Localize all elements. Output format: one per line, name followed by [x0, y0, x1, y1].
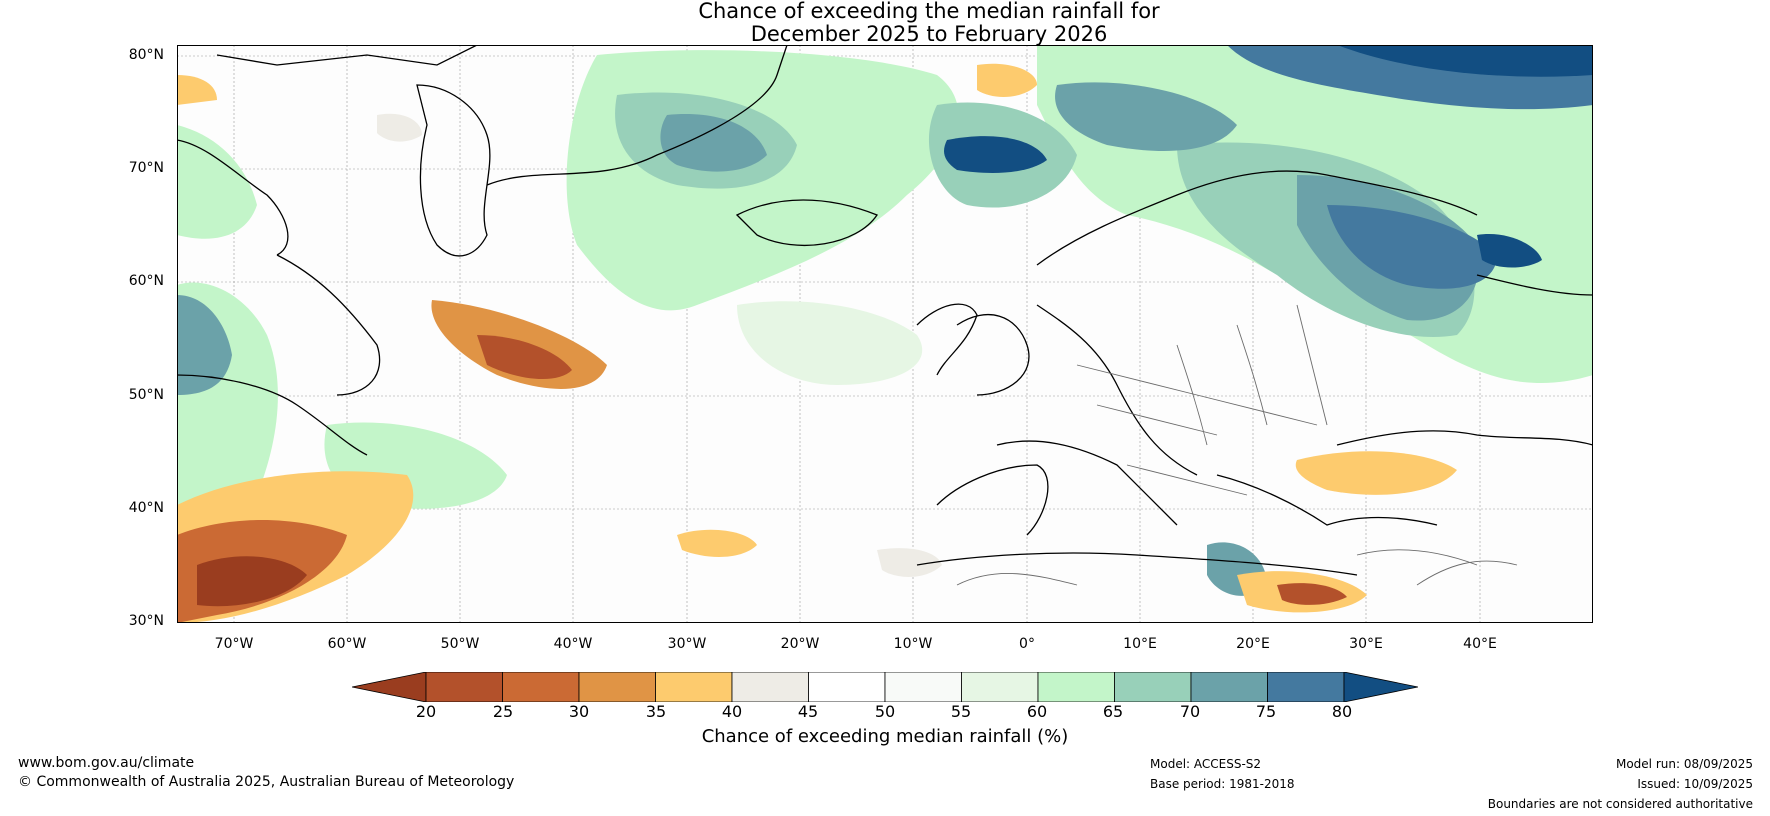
title-line-1: Chance of exceeding the median rainfall … [698, 0, 1160, 23]
colorbar [352, 672, 1418, 702]
lon-label: 30°W [667, 636, 707, 652]
colorbar-tick: 50 [874, 702, 896, 721]
colorbar-tick: 70 [1179, 702, 1201, 721]
base-period-text: Base period: 1981-2018 [1150, 777, 1295, 791]
colorbar-tick: 60 [1026, 702, 1048, 721]
lon-label: 0° [1019, 636, 1035, 652]
colorbar-extend-low [352, 672, 427, 702]
colorbar-segment [1114, 672, 1192, 702]
colorbar-tick: 75 [1255, 702, 1277, 721]
colorbar-tick: 55 [950, 702, 972, 721]
colorbar-label: Chance of exceeding median rainfall (%) [701, 726, 1069, 747]
colorbar-segment [655, 672, 733, 702]
colorbar-tick: 40 [721, 702, 743, 721]
colorbar-tick: 30 [568, 702, 590, 721]
lat-label: 30°N [128, 613, 164, 629]
lat-label: 60°N [128, 273, 164, 289]
disclaimer-text: Boundaries are not considered authoritat… [1487, 797, 1753, 811]
map-border [177, 45, 1593, 623]
lon-label: 60°W [327, 636, 367, 652]
lon-label: 10°E [1123, 636, 1157, 652]
colorbar-extend-high [1343, 672, 1418, 702]
rainfall-map [177, 45, 1593, 623]
colorbar-tick: 35 [645, 702, 667, 721]
lat-label: 50°N [128, 387, 164, 403]
colorbar-segment [425, 672, 503, 702]
coastlines [177, 45, 1593, 576]
lon-label: 10°W [893, 636, 933, 652]
colorbar-segment [808, 672, 886, 702]
colorbar-tick: 25 [492, 702, 514, 721]
colorbar-tick: 45 [797, 702, 819, 721]
map-title: Chance of exceeding the median rainfall … [0, 0, 1770, 46]
lat-label: 70°N [128, 160, 164, 176]
colorbar-segment [1190, 672, 1268, 702]
copyright-text: © Commonwealth of Australia 2025, Austra… [18, 774, 515, 790]
colorbar-tick: 80 [1331, 702, 1353, 721]
colorbar-segment [578, 672, 656, 702]
lat-label: 80°N [128, 47, 164, 63]
colorbar-segment [1037, 672, 1115, 702]
colorbar-segment [884, 672, 962, 702]
country-borders [956, 304, 1518, 586]
lon-label: 40°W [553, 636, 593, 652]
model-text: Model: ACCESS-S2 [1150, 757, 1262, 771]
lat-label: 40°N [128, 500, 164, 516]
colorbar-segment [731, 672, 809, 702]
colorbar-segment [961, 672, 1039, 702]
title-line-2: December 2025 to February 2026 [750, 22, 1108, 46]
model-run-text: Model run: 08/09/2025 [1615, 757, 1753, 771]
lon-label: 20°E [1236, 636, 1270, 652]
colorbar-tick: 20 [415, 702, 437, 721]
rainfall-probability-shading [177, 45, 1593, 623]
lon-label: 70°W [214, 636, 254, 652]
colorbar-segment [1267, 672, 1345, 702]
colorbar-tick: 65 [1102, 702, 1124, 721]
lon-label: 30°E [1349, 636, 1383, 652]
lon-label: 40°E [1463, 636, 1497, 652]
issued-text: Issued: 10/09/2025 [1637, 777, 1753, 791]
lon-label: 20°W [780, 636, 820, 652]
lon-label: 50°W [440, 636, 480, 652]
colorbar-segment [502, 672, 580, 702]
map-svg [177, 45, 1593, 623]
website-link[interactable]: www.bom.gov.au/climate [18, 755, 195, 771]
